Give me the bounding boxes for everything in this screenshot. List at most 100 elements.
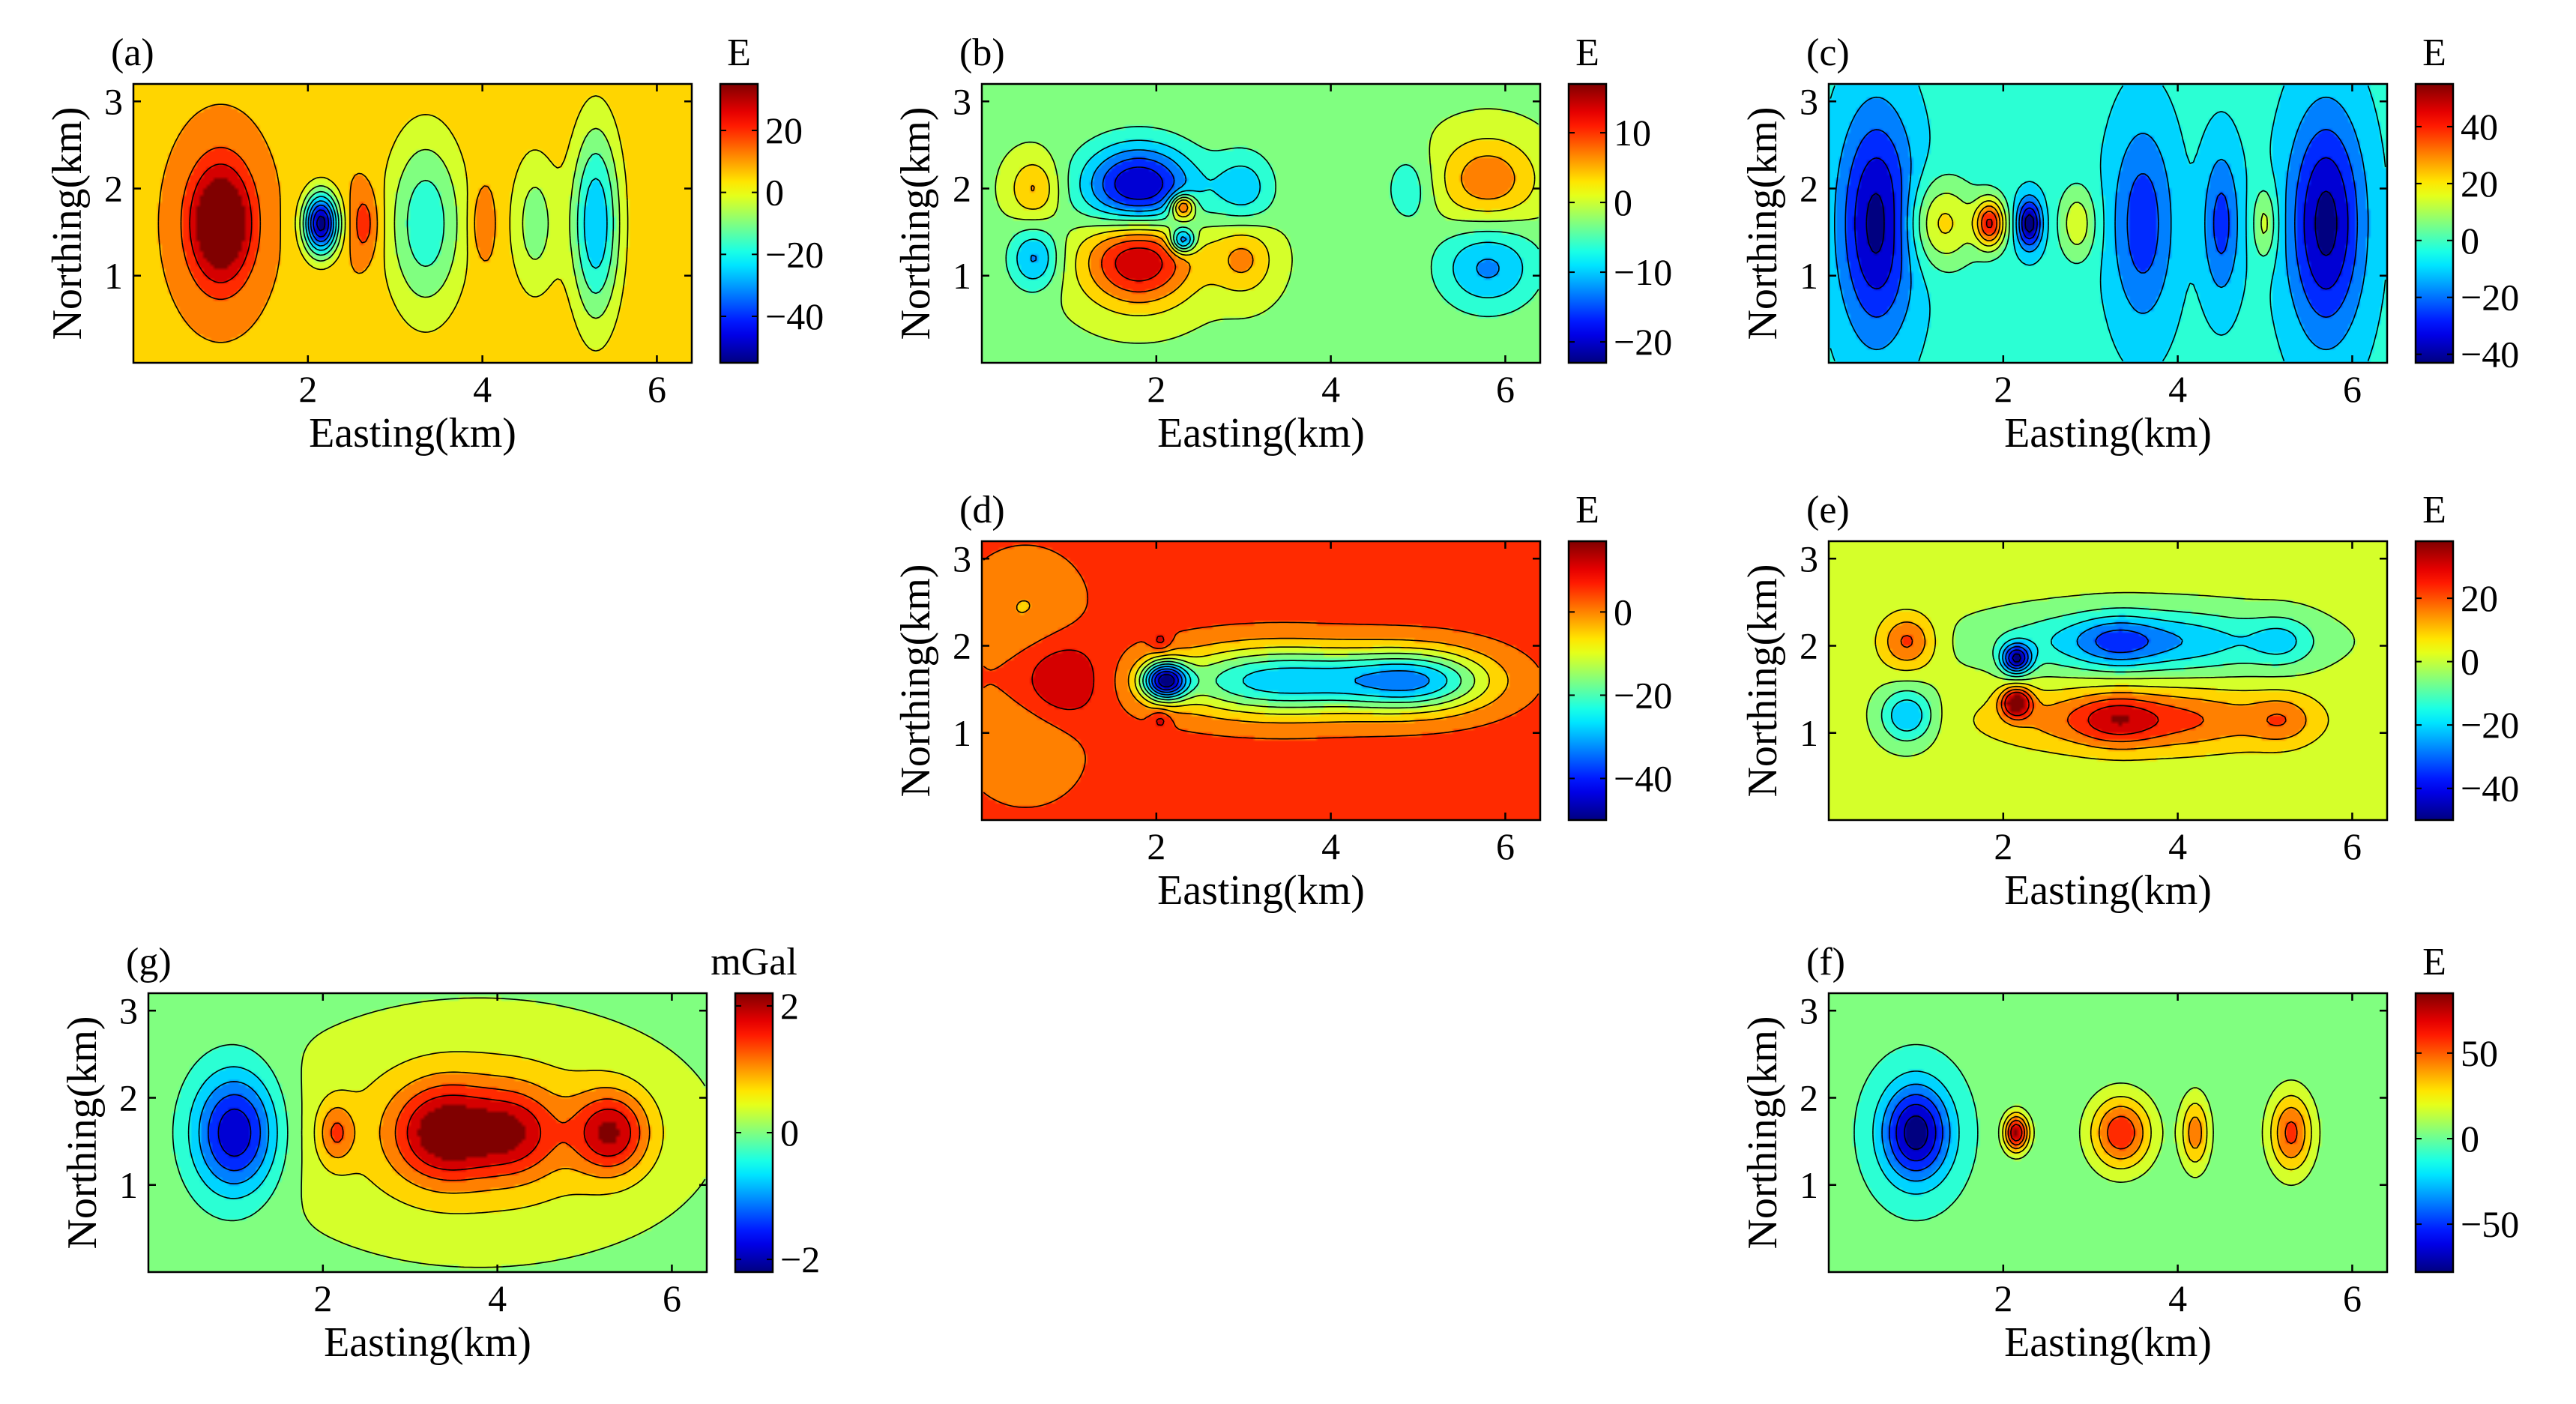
colorbar-tick-label: 20 bbox=[765, 109, 803, 151]
contour-line bbox=[208, 1094, 262, 1172]
contour-line bbox=[1013, 138, 1536, 316]
field-image-a bbox=[133, 84, 692, 363]
contour-line bbox=[310, 204, 332, 243]
x-axis-label: Easting(km) bbox=[1157, 867, 1365, 914]
contour-line bbox=[1158, 674, 1175, 687]
colorbar-tick-label: 0 bbox=[2461, 220, 2479, 262]
contour-line bbox=[1834, 96, 2369, 351]
colorbar-tick-label: 40 bbox=[2461, 106, 2498, 148]
colorbar-unit-label: mGal bbox=[711, 941, 797, 983]
colorbar-tick-label: −40 bbox=[2461, 768, 2519, 810]
x-tick-label: 2 bbox=[313, 1277, 332, 1319]
x-tick-label: 2 bbox=[1147, 368, 1165, 410]
colorbar-a bbox=[719, 82, 759, 364]
contour-line bbox=[2005, 629, 2150, 669]
colorbar-tick-label: −10 bbox=[1614, 251, 1672, 293]
field-image-b bbox=[982, 84, 1540, 363]
y-tick-label: 1 bbox=[953, 712, 971, 754]
colorbar-tick-label: −20 bbox=[1614, 321, 1672, 363]
contour-line bbox=[299, 127, 621, 319]
panel-label: (e) bbox=[1806, 489, 1850, 531]
y-tick-label: 2 bbox=[1800, 168, 1818, 210]
contour-line bbox=[1891, 615, 2297, 732]
contour-line bbox=[1919, 173, 2275, 274]
x-tick-label: 2 bbox=[1147, 825, 1165, 867]
contour-line bbox=[1031, 635, 1165, 726]
x-tick-label: 4 bbox=[473, 368, 492, 410]
contour-line bbox=[1985, 218, 1993, 229]
contour-line bbox=[1145, 663, 1448, 698]
contour-line bbox=[1031, 155, 1515, 304]
contour-line bbox=[1030, 149, 1500, 279]
x-tick-label: 2 bbox=[1994, 368, 2012, 410]
contour-line bbox=[1854, 157, 2349, 290]
panel-label: (a) bbox=[111, 31, 154, 74]
contour-line bbox=[1880, 607, 2314, 742]
colorbar-tick-label: −2 bbox=[780, 1238, 820, 1280]
contour-line bbox=[1853, 1043, 1979, 1222]
y-axis-label: Northing(km) bbox=[1740, 564, 1786, 797]
axes-box-d bbox=[980, 540, 1542, 822]
contour-line bbox=[313, 209, 330, 238]
contour-line bbox=[307, 200, 334, 247]
field-image-d bbox=[982, 541, 1540, 820]
x-axis-label: Easting(km) bbox=[2004, 410, 2212, 457]
colorbar-tick-label: 0 bbox=[2461, 1118, 2479, 1160]
y-axis-label: Northing(km) bbox=[1740, 1016, 1786, 1249]
y-tick-label: 3 bbox=[1800, 537, 1818, 579]
axes-box-g bbox=[147, 992, 708, 1274]
contour-line bbox=[1138, 652, 1476, 709]
axes-box-f bbox=[1827, 992, 2389, 1274]
panel-a: 2 4 6 1 2 3 Easting(km) Northing(km) (a) 20 0 −20 −4… bbox=[44, 31, 824, 457]
contour-lines-b bbox=[995, 108, 1539, 344]
y-tick-label: 2 bbox=[1800, 625, 1818, 667]
contour-line bbox=[1976, 205, 2001, 241]
contour-lines-f bbox=[1853, 1043, 2321, 1222]
contour-line bbox=[2002, 622, 2183, 672]
contour-lines-a bbox=[157, 95, 629, 352]
contour-line bbox=[180, 146, 371, 301]
axes-box-e bbox=[1827, 540, 2389, 822]
colorbar-tick-label: −20 bbox=[765, 233, 824, 275]
colorbar-tick-label: −40 bbox=[765, 295, 824, 337]
contour-line bbox=[1830, 85, 2386, 362]
contour-line bbox=[1101, 240, 1177, 293]
contour-line bbox=[1114, 247, 1163, 282]
x-tick-label: 6 bbox=[663, 1277, 681, 1319]
y-tick-label: 3 bbox=[953, 537, 971, 579]
x-tick-label: 4 bbox=[1321, 368, 1340, 410]
panel-label: (b) bbox=[959, 31, 1005, 74]
x-tick-label: 4 bbox=[2168, 825, 2187, 867]
colorbar-tick-label: −40 bbox=[1614, 757, 1672, 799]
y-tick-label: 3 bbox=[1800, 989, 1818, 1031]
field-image-e bbox=[1829, 541, 2387, 820]
contour-line bbox=[301, 997, 706, 1268]
x-axis-label: Easting(km) bbox=[2004, 867, 2212, 914]
colorbar-tick-label: 20 bbox=[2461, 577, 2498, 619]
y-tick-label: 3 bbox=[104, 80, 123, 122]
x-tick-label: 6 bbox=[1496, 825, 1515, 867]
colorbar-tick-label: −20 bbox=[1614, 674, 1672, 716]
colorbar-unit-label: E bbox=[727, 31, 751, 74]
y-axis-label: Northing(km) bbox=[59, 1016, 106, 1249]
x-tick-label: 6 bbox=[1496, 368, 1515, 410]
x-tick-label: 2 bbox=[1994, 825, 2012, 867]
colorbar-d bbox=[1567, 540, 1608, 822]
panel-f: 2 4 6 1 2 3 Easting(km) Northing(km) (f) 50 0 −50 E bbox=[1740, 941, 2519, 1366]
colorbar-tick-label: −20 bbox=[2461, 277, 2519, 319]
contour-lines-g bbox=[172, 997, 706, 1268]
colorbar-tick-label: −40 bbox=[2461, 334, 2519, 376]
contour-line bbox=[1114, 166, 1164, 200]
colorbar-tick-label: 50 bbox=[2461, 1032, 2498, 1074]
x-tick-label: 2 bbox=[1994, 1277, 2012, 1319]
contour-line bbox=[316, 215, 326, 232]
colorbar-c bbox=[2414, 82, 2455, 364]
contour-line bbox=[313, 1051, 664, 1214]
contour-lines-d bbox=[983, 544, 1539, 808]
x-tick-label: 6 bbox=[2343, 825, 2362, 867]
contour-line bbox=[2004, 691, 2159, 735]
y-tick-label: 2 bbox=[1800, 1077, 1818, 1119]
contour-line bbox=[1148, 666, 1430, 696]
colorbar-tick-label: 2 bbox=[780, 985, 799, 1027]
